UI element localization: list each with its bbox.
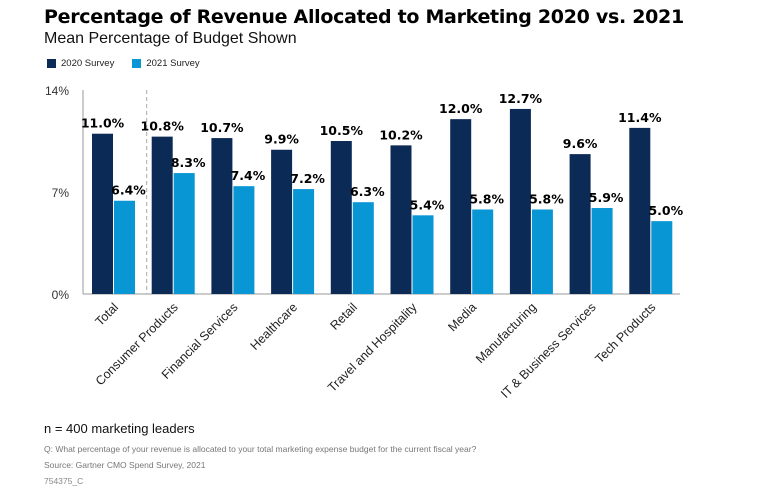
bar-2020 — [629, 127, 651, 294]
data-label-2021: 5.9% — [589, 190, 624, 205]
y-tick-label: 7% — [52, 186, 70, 200]
data-label-2021: 7.4% — [231, 168, 266, 183]
survey-question: Q: What percentage of your revenue is al… — [44, 444, 477, 454]
bar-2020 — [151, 136, 173, 294]
x-category-label: Tech Products — [593, 300, 659, 366]
data-label-2020: 10.7% — [200, 120, 244, 135]
y-tick-label: 14% — [45, 84, 69, 98]
chart-title: Percentage of Revenue Allocated to Marke… — [44, 6, 684, 28]
x-category-label: Media — [445, 300, 479, 334]
data-label-2021: 7.2% — [290, 171, 325, 186]
bar-2020 — [509, 108, 531, 294]
x-category-label: Total — [93, 300, 122, 329]
data-label-2021: 5.0% — [648, 203, 683, 218]
legend-label-2021: 2021 Survey — [146, 58, 200, 69]
data-label-2020: 10.5% — [320, 123, 364, 138]
bar-2020 — [450, 119, 472, 295]
data-label-2020: 9.9% — [264, 132, 299, 147]
bar-2021 — [651, 221, 673, 294]
bar-2021 — [173, 173, 195, 294]
bar-2020 — [271, 149, 293, 294]
bar-2021 — [472, 209, 494, 294]
data-label-2020: 12.0% — [439, 101, 483, 116]
data-label-2021: 6.3% — [350, 184, 385, 199]
bar-2021 — [352, 202, 374, 294]
bar-2021 — [114, 200, 135, 294]
data-label-2020: 10.8% — [141, 119, 185, 134]
data-label-2020: 9.6% — [563, 136, 598, 151]
legend-label-2020: 2020 Survey — [61, 58, 115, 69]
y-tick-label: 0% — [52, 288, 70, 302]
bar-2021 — [412, 215, 434, 294]
legend-item-2021: 2021 Survey — [132, 58, 200, 69]
bar-2021 — [293, 189, 315, 294]
data-label-2021: 6.4% — [111, 183, 146, 198]
x-category-label: Manufacturing — [473, 300, 539, 366]
data-label-2021: 5.8% — [529, 191, 564, 206]
figure-id: 754375_C — [44, 476, 84, 486]
data-label-2021: 8.3% — [171, 155, 206, 170]
data-label-2021: 5.4% — [410, 197, 445, 212]
data-label-2020: 11.0% — [81, 116, 125, 131]
legend-item-2020: 2020 Survey — [47, 58, 114, 69]
bar-2020 — [211, 138, 233, 294]
sample-size-note: n = 400 marketing leaders — [44, 421, 195, 436]
bar-2020 — [330, 141, 352, 294]
data-label-2020: 10.2% — [379, 127, 423, 142]
x-category-label: Healthcare — [248, 300, 301, 353]
data-label-2020: 12.7% — [499, 91, 543, 106]
data-label-2020: 11.4% — [618, 110, 662, 125]
legend: 2020 Survey 2021 Survey — [47, 58, 200, 69]
legend-swatch-2020 — [47, 59, 56, 68]
legend-swatch-2021 — [132, 59, 142, 68]
bar-2020 — [92, 133, 113, 294]
x-category-label: Retail — [327, 300, 360, 333]
source-note: Source: Gartner CMO Spend Survey, 2021 — [44, 460, 206, 470]
bar-2020 — [569, 154, 591, 294]
bar-2021 — [233, 186, 255, 294]
data-label-2021: 5.8% — [469, 191, 504, 206]
bar-2020 — [390, 145, 412, 294]
bar-2021 — [591, 208, 613, 294]
bar-2021 — [531, 209, 553, 294]
chart-subtitle: Mean Percentage of Budget Shown — [44, 30, 297, 47]
